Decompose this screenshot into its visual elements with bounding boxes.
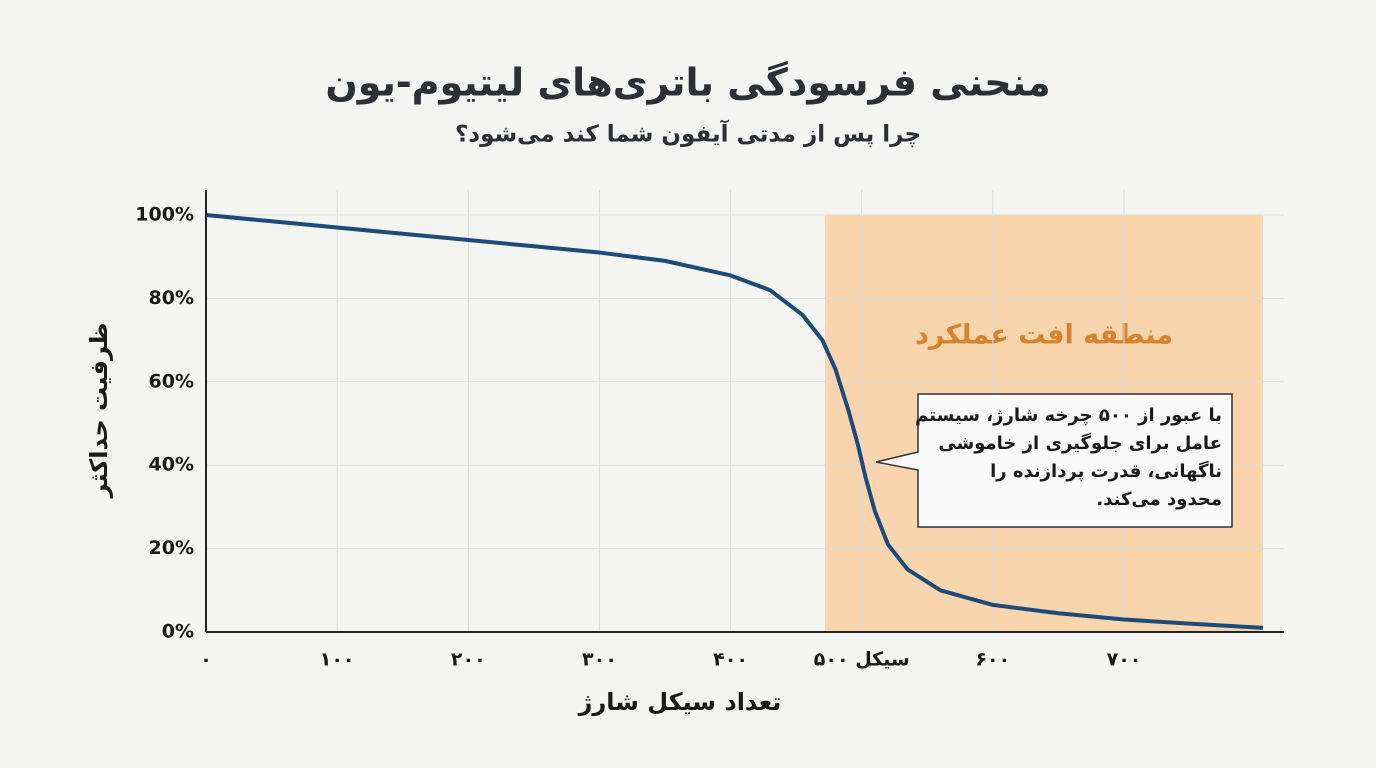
data-line bbox=[205, 213, 1264, 630]
callout-box bbox=[875, 393, 1233, 528]
highlight-label: منطقه افت عملکرد bbox=[915, 320, 1173, 351]
callout-text: ناگهانی، قدرت پردازنده را bbox=[990, 460, 1222, 482]
x-tick-label: ۵۰۰ سیکل bbox=[814, 649, 910, 671]
x-tick-label: ۴۰۰ bbox=[713, 649, 748, 671]
y-tick-label: 40% bbox=[149, 454, 194, 476]
y-tick-label: 100% bbox=[135, 204, 194, 226]
x-tick-label: ۶۰۰ bbox=[975, 649, 1010, 671]
x-tick-label: ۷۰۰ bbox=[1107, 649, 1142, 671]
chart-title: منحنی فرسودگی باتری‌های لیتیوم-یون bbox=[325, 61, 1050, 106]
chart-subtitle: چرا پس از مدتی آیفون شما کند می‌شود؟ bbox=[455, 119, 921, 148]
y-tick-label: 0% bbox=[162, 621, 194, 643]
callout-text: عامل برای جلوگیری از خاموشی bbox=[938, 432, 1222, 454]
callout-text: محدود می‌کند. bbox=[1096, 489, 1222, 510]
y-tick-label: 60% bbox=[149, 370, 194, 392]
x-tick-label: ۲۰۰ bbox=[451, 649, 486, 671]
y-tick-label: 80% bbox=[149, 287, 194, 309]
x-tick-label: ۱۰۰ bbox=[320, 649, 355, 671]
x-tick-label: ۳۰۰ bbox=[582, 649, 617, 671]
y-tick-label: 20% bbox=[149, 537, 194, 559]
plot bbox=[205, 213, 1264, 630]
y-axis-label: ظرفیت حداکثر bbox=[85, 323, 113, 499]
callout-text: با عبور از ۵۰۰ چرخه شارژ، سیستم bbox=[915, 405, 1222, 426]
x-tick-label: ۰ bbox=[200, 649, 212, 671]
x-axis-label: تعداد سیکل شارژ bbox=[578, 688, 782, 716]
